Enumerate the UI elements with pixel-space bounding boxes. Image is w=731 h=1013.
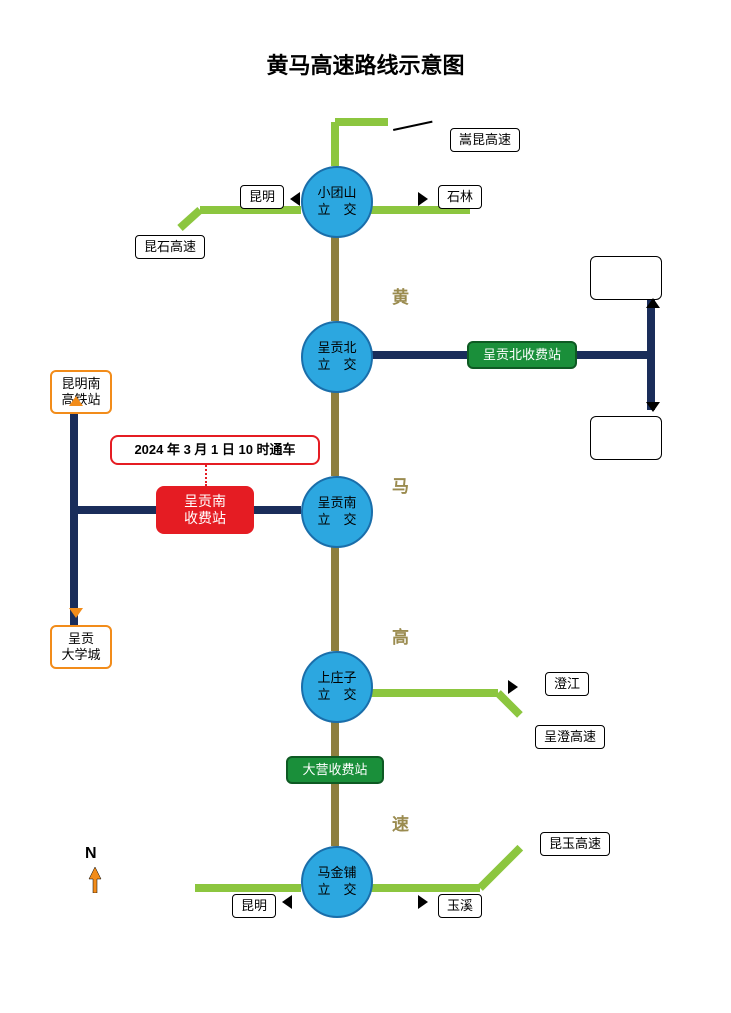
arrow-icon bbox=[282, 895, 292, 909]
diagram-title: 黄马高速路线示意图 bbox=[0, 48, 731, 80]
interchange-chenggongbei: 呈贡北立 交 bbox=[301, 321, 373, 393]
label-chengcheng: 呈澄高速 bbox=[535, 725, 605, 749]
label-kunyu: 昆玉高速 bbox=[540, 832, 610, 856]
road-char: 黄 bbox=[392, 283, 409, 308]
kunming-admin-box bbox=[590, 256, 662, 300]
compass-n-label: N bbox=[85, 845, 97, 863]
interchange-majinpu: 马金铺立 交 bbox=[301, 846, 373, 918]
road-char: 马 bbox=[392, 472, 409, 497]
arrow-icon bbox=[69, 396, 83, 406]
label-songkun: 嵩昆高速 bbox=[450, 128, 520, 152]
arrow-icon bbox=[646, 402, 660, 412]
label-kunming1: 昆明 bbox=[240, 185, 284, 209]
toll-dy_toll: 大营收费站 bbox=[286, 756, 384, 784]
dest-kmn_hsr: 昆明南高铁站 bbox=[50, 370, 112, 414]
dest-cg_univ: 呈贡大学城 bbox=[50, 625, 112, 669]
toll-red-line1: 呈贡南 bbox=[184, 493, 226, 510]
announcement-text: 2024 年 3 月 1 日 10 时通车 bbox=[134, 442, 295, 458]
arrow-icon bbox=[418, 192, 428, 206]
yangzonghai-box bbox=[590, 416, 662, 460]
interchange-shangzhuangzi: 上庄子立 交 bbox=[301, 651, 373, 723]
label-kunshi: 昆石高速 bbox=[135, 235, 205, 259]
label-chengjiang: 澄江 bbox=[545, 672, 589, 696]
label-kunming2: 昆明 bbox=[232, 894, 276, 918]
arrow-icon bbox=[418, 895, 428, 909]
toll-cgb_toll: 呈贡北收费站 bbox=[467, 341, 577, 369]
interchange-xiaotuanshan: 小团山立 交 bbox=[301, 166, 373, 238]
toll-red-line2: 收费站 bbox=[184, 510, 226, 527]
label-shilin: 石林 bbox=[438, 185, 482, 209]
arrow-icon bbox=[290, 192, 300, 206]
road-char: 速 bbox=[392, 810, 409, 835]
arrow-icon bbox=[508, 680, 518, 694]
compass-arrow-icon bbox=[87, 867, 103, 898]
interchange-chenggongnan: 呈贡南立 交 bbox=[301, 476, 373, 548]
announcement-box: 2024 年 3 月 1 日 10 时通车 bbox=[110, 435, 320, 465]
arrow-icon bbox=[69, 608, 83, 618]
arrow-icon bbox=[646, 298, 660, 308]
toll-station-chenggongnan: 呈贡南 收费站 bbox=[156, 486, 254, 534]
road-char: 高 bbox=[392, 623, 409, 648]
label-yuxi: 玉溪 bbox=[438, 894, 482, 918]
